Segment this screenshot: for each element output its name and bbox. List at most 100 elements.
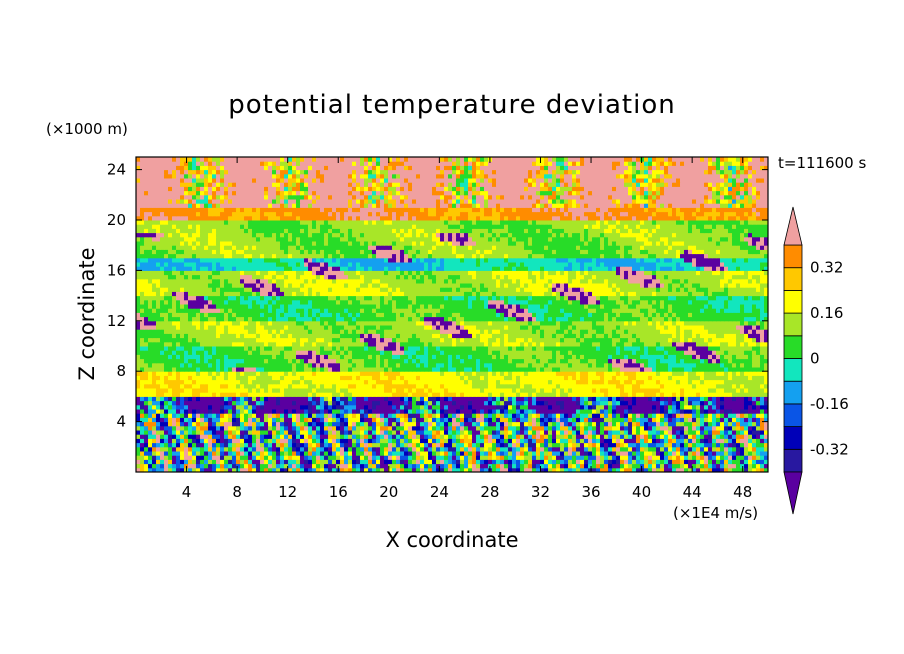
heatmap-cell: [428, 354, 433, 360]
heatmap-cell: [292, 417, 297, 423]
heatmap-cell: [488, 341, 493, 347]
heatmap-cell: [208, 375, 213, 381]
heatmap-cell: [228, 417, 233, 423]
heatmap-cell: [664, 367, 669, 372]
heatmap-cell: [240, 362, 245, 368]
heatmap-cell: [336, 388, 341, 393]
heatmap-cell: [576, 392, 581, 397]
heatmap-cell: [136, 455, 141, 460]
heatmap-cell: [460, 371, 465, 376]
heatmap-cell: [624, 425, 629, 431]
heatmap-cell: [260, 371, 265, 376]
heatmap-cell: [296, 438, 301, 444]
heatmap-cell: [184, 392, 189, 397]
heatmap-cell: [704, 430, 709, 435]
heatmap-cell: [436, 383, 441, 389]
heatmap-cell: [260, 375, 265, 381]
heatmap-cell: [560, 413, 565, 418]
heatmap-cell: [292, 346, 297, 351]
heatmap-cell: [244, 434, 249, 439]
heatmap-cell: [652, 409, 657, 414]
heatmap-cell: [720, 354, 725, 360]
heatmap-cell: [412, 446, 417, 452]
heatmap-cell: [680, 354, 685, 360]
heatmap-cell: [420, 413, 425, 418]
heatmap-cell: [748, 430, 753, 435]
heatmap-cell: [632, 413, 637, 418]
heatmap-cell: [484, 442, 489, 448]
heatmap-cell: [140, 367, 145, 372]
heatmap-cell: [288, 425, 293, 431]
heatmap-cell: [584, 367, 589, 372]
heatmap-cell: [140, 354, 145, 360]
heatmap-cell: [660, 463, 665, 469]
heatmap-cell: [508, 371, 513, 376]
heatmap-cell: [584, 455, 589, 460]
heatmap-cell: [256, 354, 261, 360]
heatmap-cell: [484, 383, 489, 389]
heatmap-cell: [720, 388, 725, 393]
heatmap-cell: [412, 346, 417, 351]
heatmap-cell: [512, 446, 517, 452]
heatmap-cell: [660, 455, 665, 460]
heatmap-cell: [228, 367, 233, 372]
heatmap-cell: [764, 400, 768, 406]
heatmap-cell: [160, 358, 165, 364]
heatmap-cell: [392, 409, 397, 414]
heatmap-cell: [268, 463, 273, 469]
heatmap-cell: [160, 375, 165, 381]
heatmap-cell: [752, 375, 757, 381]
heatmap-cell: [464, 341, 469, 347]
heatmap-cell: [696, 358, 701, 364]
heatmap-cell: [660, 375, 665, 381]
heatmap-cell: [148, 396, 153, 402]
heatmap-cell: [236, 392, 241, 397]
heatmap-cell: [756, 400, 761, 406]
heatmap-cell: [252, 362, 257, 368]
heatmap-cell: [564, 438, 569, 444]
heatmap-cell: [376, 362, 381, 368]
heatmap-cell: [224, 379, 229, 385]
heatmap-cell: [188, 425, 193, 431]
heatmap-cell: [672, 375, 677, 381]
heatmap-cell: [728, 421, 733, 427]
heatmap-cell: [340, 446, 345, 452]
heatmap-cell: [424, 358, 429, 364]
heatmap-cell: [236, 400, 241, 406]
heatmap-cell: [356, 413, 361, 418]
heatmap-cell: [292, 459, 297, 465]
heatmap-cell: [628, 388, 633, 393]
heatmap-cell: [284, 341, 289, 347]
heatmap-cell: [344, 455, 349, 460]
heatmap-cell: [660, 413, 665, 418]
heatmap-cell: [688, 404, 693, 410]
heatmap-cell: [492, 341, 497, 347]
heatmap-cell: [704, 455, 709, 460]
heatmap-cell: [424, 413, 429, 418]
heatmap-cell: [580, 413, 585, 418]
heatmap-cell: [688, 430, 693, 435]
heatmap-cell: [352, 350, 357, 355]
heatmap-cell: [316, 358, 321, 364]
heatmap-cell: [616, 463, 621, 469]
heatmap-cell: [148, 459, 153, 465]
heatmap-cell: [352, 434, 357, 439]
heatmap-cell: [716, 463, 721, 469]
heatmap-cell: [580, 392, 585, 397]
heatmap-cell: [296, 442, 301, 448]
heatmap-cell: [732, 346, 737, 351]
heatmap-cell: [412, 467, 417, 472]
heatmap-cell: [144, 392, 149, 397]
heatmap-cell: [672, 430, 677, 435]
heatmap-cell: [192, 417, 197, 423]
heatmap-cell: [456, 367, 461, 372]
heatmap-cell: [524, 463, 529, 469]
heatmap-cell: [760, 451, 765, 456]
heatmap-cell: [136, 404, 141, 410]
heatmap-cell: [732, 425, 737, 431]
heatmap-cell: [292, 425, 297, 431]
heatmap-cell: [636, 350, 641, 355]
heatmap-cell: [252, 358, 257, 364]
heatmap-cell: [428, 375, 433, 381]
heatmap-cell: [472, 455, 477, 460]
